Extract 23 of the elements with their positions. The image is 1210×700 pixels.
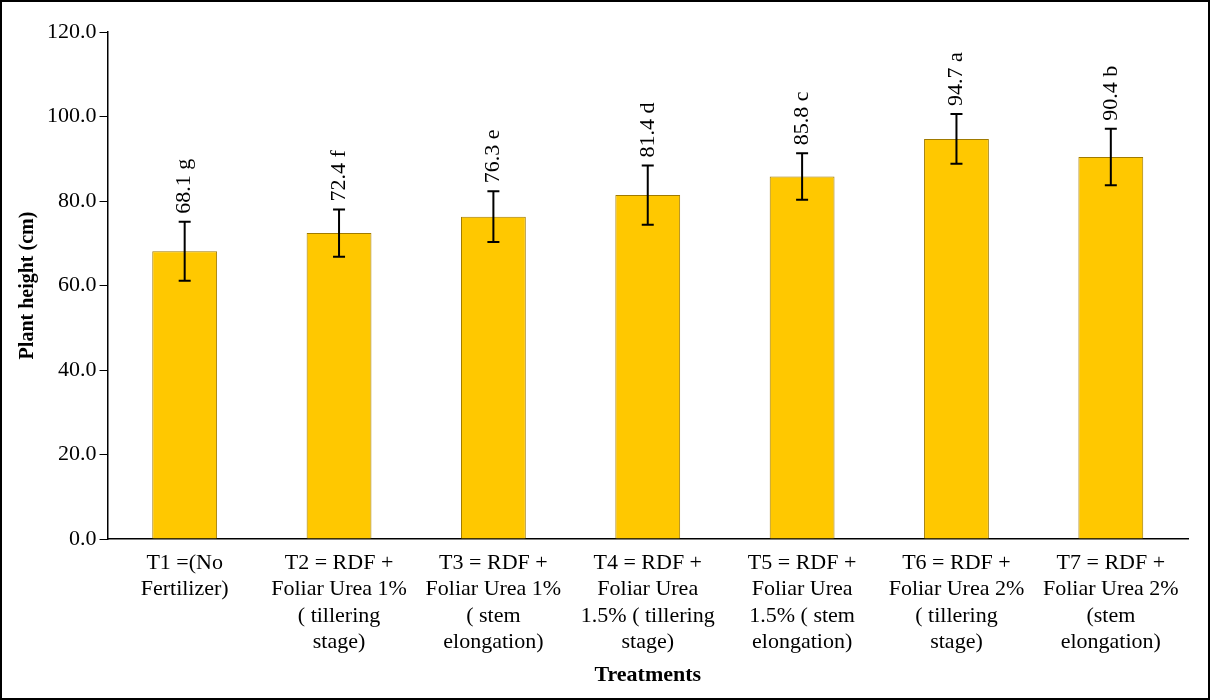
- y-tick-label: 60.0: [58, 271, 97, 297]
- data-label: 94.7 a: [942, 51, 968, 106]
- y-tick-label: 120.0: [47, 17, 97, 43]
- x-axis-title: Treatments: [594, 661, 702, 687]
- y-tick-label: 0.0: [69, 524, 97, 550]
- data-label: 81.4 d: [633, 102, 659, 158]
- x-tick-label: T2 = RDF + Foliar Urea 1% ( tillering stage): [271, 548, 407, 654]
- data-label: 68.1 g: [170, 158, 196, 214]
- y-tick-label: 40.0: [58, 355, 97, 381]
- data-label: 72.4 f: [324, 149, 350, 202]
- x-tick-label: T3 = RDF + Foliar Urea 1% ( stem elongation): [425, 548, 562, 654]
- x-tick-label: T4 = RDF + Foliar Urea 1.5% ( tillering stage): [580, 548, 715, 654]
- y-tick-label: 100.0: [47, 102, 97, 128]
- x-tick-label: T1 =(No Fertilizer): [140, 548, 229, 601]
- data-label: 76.3 e: [479, 129, 505, 184]
- y-tick-label: 80.0: [58, 186, 97, 212]
- x-tick-label: T7 = RDF + Foliar Urea 2% (stem elongation): [1043, 548, 1179, 654]
- x-tick-label: T6 = RDF + Foliar Urea 2% ( tillering stage): [888, 548, 1025, 654]
- y-axis-title: Plant height (cm): [15, 211, 39, 360]
- x-tick-label: T5 = RDF + Foliar Urea 1.5% ( stem elongation): [747, 548, 857, 654]
- data-label: 85.8 c: [787, 91, 813, 146]
- data-label: 90.4 b: [1096, 65, 1122, 121]
- y-tick-label: 20.0: [58, 440, 97, 466]
